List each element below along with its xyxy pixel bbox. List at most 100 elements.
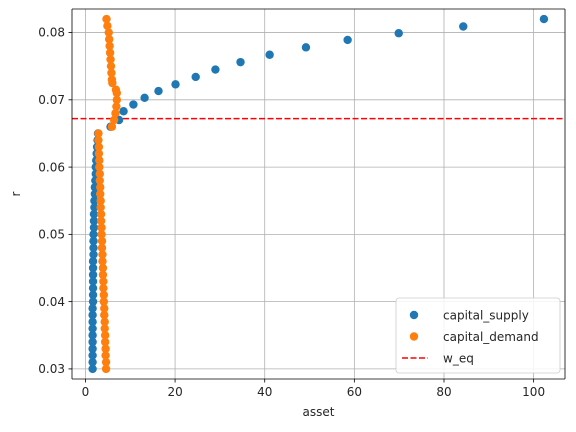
- capital_demand-point: [94, 142, 104, 152]
- capital_supply-point: [154, 86, 163, 96]
- legend-label-capital_supply: capital_supply: [443, 308, 529, 322]
- capital_demand-point: [104, 35, 114, 44]
- capital_supply-point: [88, 357, 97, 367]
- capital_supply-point: [539, 14, 549, 24]
- grid-lines: [72, 9, 565, 379]
- y-tick-label: 0.08: [38, 26, 65, 40]
- capital_supply-point: [89, 236, 98, 246]
- capital_supply-point: [88, 364, 97, 374]
- capital_demand-point: [97, 223, 106, 232]
- capital_demand-point: [95, 156, 104, 165]
- capital_demand-point: [106, 61, 116, 71]
- capital_demand-point: [111, 85, 121, 94]
- legend-box: [395, 297, 561, 374]
- capital_demand-point: [109, 115, 119, 125]
- legend-label-w_eq: w_eq: [443, 351, 474, 365]
- x-tick-label: 100: [522, 385, 545, 399]
- y-tick-label: 0.04: [38, 295, 65, 309]
- y-tick-label: 0.03: [38, 362, 65, 376]
- y-tick-label: 0.06: [38, 160, 65, 174]
- capital_demand-point: [101, 351, 110, 360]
- x-tick-label: 80: [436, 385, 451, 399]
- capital_supply-point: [90, 196, 99, 205]
- y-tick-label: 0.05: [38, 228, 65, 242]
- capital_supply-point: [88, 297, 98, 306]
- capital_demand-point: [105, 41, 114, 51]
- x-tick-label: 60: [347, 385, 362, 399]
- capital_supply-point: [88, 257, 98, 266]
- capital_demand-point: [107, 122, 117, 131]
- capital_supply-point: [88, 304, 97, 313]
- capital_demand-point: [98, 250, 107, 259]
- capital_supply-point: [459, 22, 468, 31]
- legend: capital_supply capital_demand w_eq: [395, 297, 561, 374]
- capital_demand-point: [96, 183, 105, 192]
- capital_supply-point: [88, 331, 97, 340]
- capital_demand-point: [97, 230, 106, 239]
- legend-marker-capital_demand: [409, 332, 419, 341]
- capital_supply-point: [88, 263, 98, 273]
- capital_demand-point: [97, 243, 107, 253]
- capital_demand-point: [100, 337, 110, 347]
- capital_supply-point: [88, 337, 97, 347]
- capital_supply-point: [236, 57, 245, 67]
- capital_supply-point: [89, 250, 98, 259]
- capital_supply-point: [119, 107, 128, 116]
- capital_demand-point: [102, 14, 111, 24]
- capital_demand-point: [101, 364, 111, 374]
- capital_supply-point: [394, 29, 403, 38]
- capital_supply-point: [88, 283, 98, 293]
- capital_demand-point: [112, 95, 122, 105]
- capital_demand-point: [95, 162, 104, 172]
- capital_supply-point: [191, 72, 200, 82]
- capital_demand-point: [99, 283, 108, 293]
- capital_demand-point: [94, 149, 104, 158]
- capital_supply-point: [88, 270, 98, 279]
- axes-frame: [71, 8, 566, 380]
- capital_demand-point: [100, 304, 109, 313]
- legend-marker-capital_supply: [409, 310, 419, 320]
- capital_supply-point: [89, 243, 98, 253]
- x-tick-label: 0: [82, 385, 90, 399]
- tick-marks: [68, 32, 535, 383]
- capital_demand-point: [95, 176, 104, 185]
- capital_demand-point: [98, 257, 107, 266]
- capital_supply-point: [89, 216, 99, 226]
- x-tick-label: 40: [257, 385, 272, 399]
- capital_supply-point: [88, 317, 97, 327]
- capital_demand-point: [97, 236, 107, 246]
- capital_demand-point: [94, 135, 103, 145]
- capital_supply-point: [89, 230, 98, 239]
- capital_demand-point: [98, 263, 108, 273]
- capital_demand-point: [94, 129, 103, 138]
- capital_supply-point: [88, 277, 98, 286]
- capital_supply-point: [88, 290, 98, 300]
- capital_supply-point: [89, 223, 99, 232]
- capital_supply-point: [89, 209, 99, 219]
- capital_demand-point: [96, 216, 106, 226]
- capital_supply-point: [301, 43, 311, 52]
- capital_demand-point: [104, 28, 113, 37]
- capital_supply-point: [88, 324, 97, 333]
- capital_demand-point: [107, 75, 117, 84]
- capital_demand-point: [98, 270, 108, 279]
- x-tick-label: 20: [167, 385, 182, 399]
- y-tick-label: 0.07: [38, 93, 65, 107]
- capital_demand-point: [95, 169, 104, 179]
- capital_demand-point: [99, 277, 108, 286]
- capital_demand-point: [96, 189, 105, 199]
- legend-label-capital_demand: capital_demand: [443, 330, 539, 344]
- capital_demand-point: [101, 357, 111, 367]
- x-axis-label: asset: [303, 405, 335, 419]
- capital_demand-point: [99, 290, 109, 300]
- capital_demand-point: [99, 297, 109, 306]
- capital_demand-point: [112, 102, 121, 111]
- capital_demand-point: [96, 209, 106, 219]
- capital_demand-point: [96, 203, 105, 212]
- capital_supply-point: [88, 310, 97, 320]
- capital_supply-point: [140, 93, 149, 103]
- y-axis-label: r: [9, 191, 23, 196]
- capital_demand-point: [105, 48, 115, 57]
- capital_demand-point: [100, 310, 109, 320]
